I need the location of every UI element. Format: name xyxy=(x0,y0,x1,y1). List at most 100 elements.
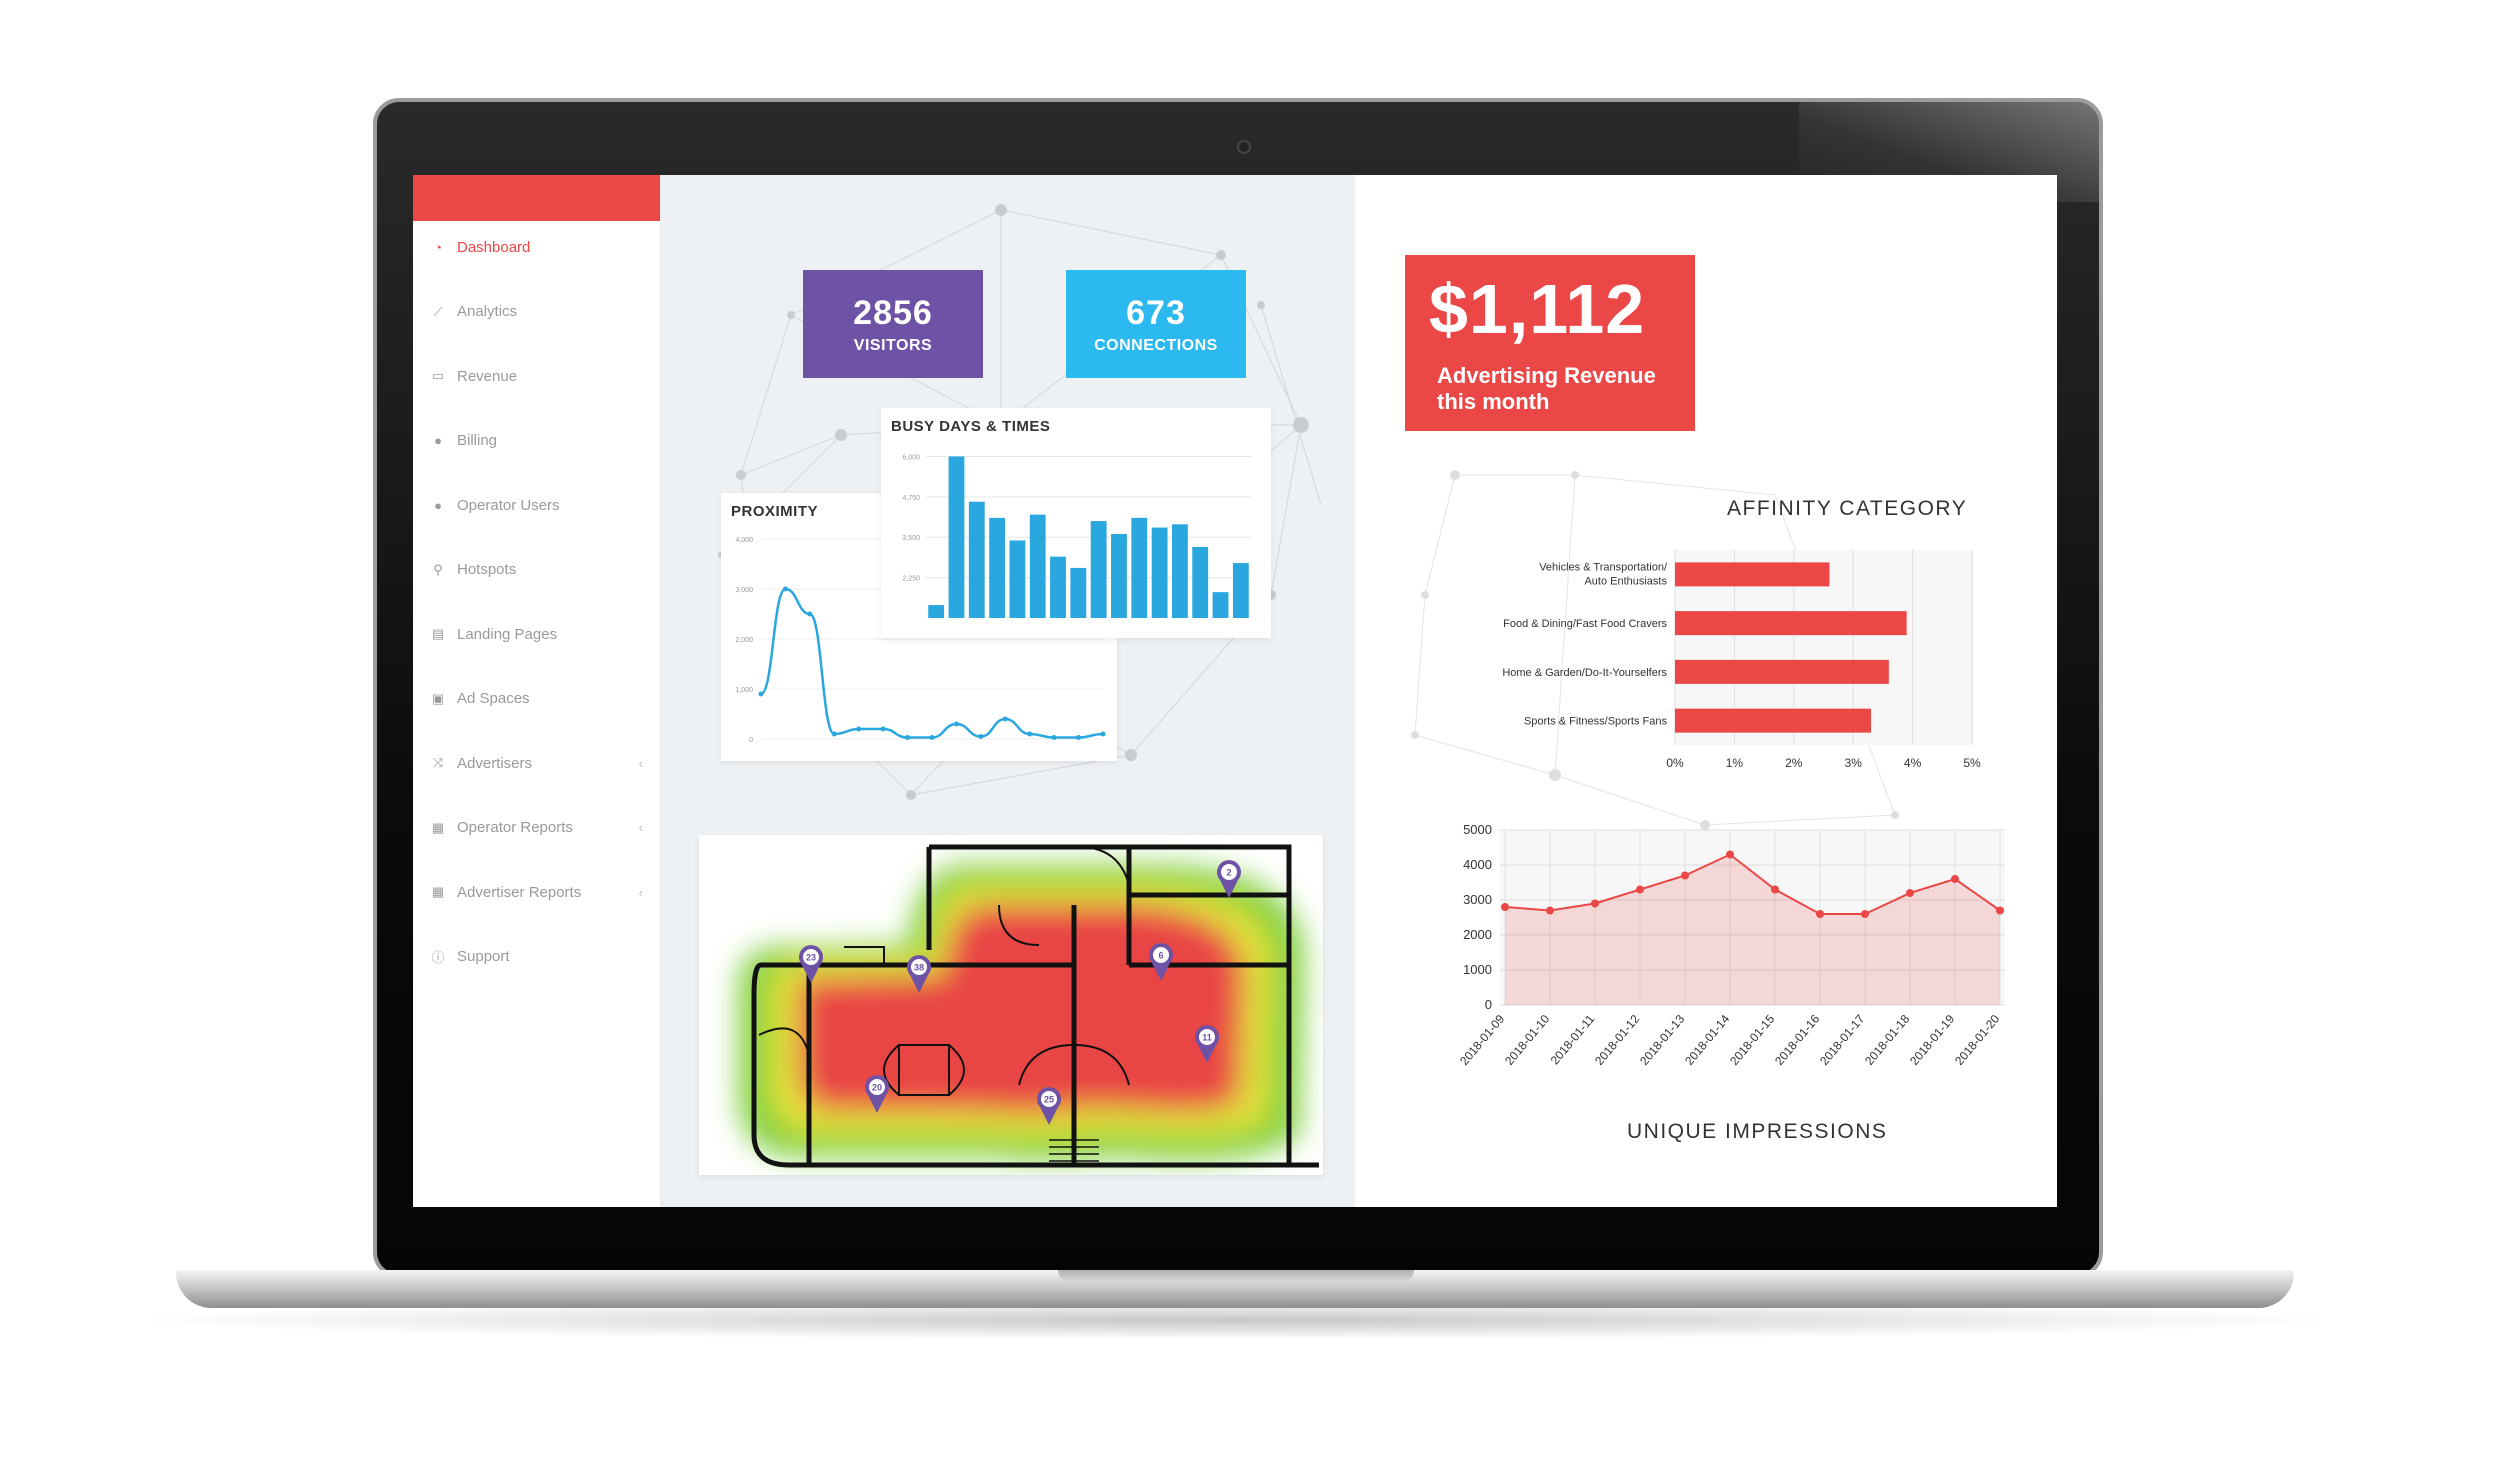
sidebar-item-operator-users[interactable]: ● Operator Users xyxy=(429,491,649,519)
heatmap-layer xyxy=(739,865,1304,1161)
sidebar-item-label: Advertiser Reports xyxy=(457,883,582,901)
category-label: Food & Dining/Fast Food Cravers xyxy=(1503,618,1667,630)
file-icon: ▤ xyxy=(431,626,445,641)
impressions-point xyxy=(1591,899,1599,908)
busy-bar xyxy=(1009,540,1026,618)
visitors-tile[interactable]: 2856 VISITORS xyxy=(803,270,983,378)
pin-label: 23 xyxy=(806,953,816,963)
sidebar-item-label: Operator Users xyxy=(457,496,560,514)
connections-label: CONNECTIONS xyxy=(1094,336,1218,354)
busy-days-title: BUSY DAYS & TIMES xyxy=(891,418,1051,435)
pin-label: 11 xyxy=(1202,1033,1212,1043)
sidebar-item-analytics[interactable]: ⟋ Analytics xyxy=(429,298,649,326)
table-icon: ▦ xyxy=(431,884,445,899)
impressions-point xyxy=(1501,903,1509,911)
x-tick-label: 2018-01-13 xyxy=(1637,1012,1687,1068)
affinity-bar xyxy=(1675,562,1830,587)
busy-bar xyxy=(1151,527,1168,618)
y-tick-label: 0 xyxy=(1485,997,1492,1012)
x-tick-label: 2018-01-10 xyxy=(1502,1012,1552,1068)
network-background-right xyxy=(1411,470,1899,830)
pin-label: 38 xyxy=(914,963,924,973)
heatmap-card: 23 38 20 25 6 11 2 xyxy=(699,835,1323,1175)
sidebar-item-operator-reports[interactable]: ▦ Operator Reports ‹ xyxy=(429,814,649,842)
sidebar-item-hotspots[interactable]: ⚲ Hotspots xyxy=(429,556,649,584)
sidebar-item-landing-pages[interactable]: ▤ Landing Pages xyxy=(429,620,649,648)
map-pin-icon: ⚲ xyxy=(433,561,443,577)
proximity-point xyxy=(1002,716,1008,722)
sidebar-item-advertisers[interactable]: ⤨ Advertisers ‹ xyxy=(429,749,649,777)
pin-label: 20 xyxy=(872,1083,882,1093)
proximity-title: PROXIMITY xyxy=(731,503,819,520)
affinity-bar xyxy=(1675,659,1889,684)
money-icon: ▭ xyxy=(431,368,445,383)
x-tick-label: 2018-01-16 xyxy=(1772,1012,1822,1068)
impressions-point xyxy=(1546,906,1554,915)
sidebar-item-dashboard[interactable]: ◔ Dashboard xyxy=(429,233,649,261)
busy-bar xyxy=(948,456,965,618)
map-pin-icon: 25 xyxy=(1037,1087,1061,1125)
impressions-point xyxy=(1861,910,1869,918)
x-tick-label: 2018-01-09 xyxy=(1457,1012,1507,1068)
pin-label: 2 xyxy=(1226,868,1231,878)
busy-bar xyxy=(968,501,985,618)
pin-label: 6 xyxy=(1158,951,1163,961)
busy-bar xyxy=(1050,556,1066,618)
webcam-icon xyxy=(1237,140,1251,154)
sidebar-item-label: Dashboard xyxy=(457,238,531,256)
sidebar-item-label: Landing Pages xyxy=(457,625,558,643)
busy-days-chart: 6,000 4,750 3,500 2,250 xyxy=(902,454,1251,618)
impressions-area xyxy=(1505,854,2000,1005)
busy-bar xyxy=(1212,592,1229,618)
x-tick-label: 2018-01-15 xyxy=(1727,1012,1777,1068)
map-pin-icon: 38 xyxy=(907,955,931,993)
revenue-description: Advertising Revenue this month xyxy=(1437,363,1656,414)
sidebar-item-label: Hotspots xyxy=(457,561,517,578)
laptop-base xyxy=(176,1270,2294,1308)
y-tick-label: 3,000 xyxy=(735,587,753,594)
sidebar-item-advertiser-reports[interactable]: ▦ Advertiser Reports ‹ xyxy=(429,878,649,906)
pin-center xyxy=(911,959,927,975)
y-tick-label: 1,000 xyxy=(735,687,753,694)
connections-tile[interactable]: 673 CONNECTIONS xyxy=(1066,270,1246,378)
sidebar-item-billing[interactable]: ● Billing xyxy=(429,427,649,455)
sidebar-header xyxy=(413,175,660,221)
sidebar-item-support[interactable]: ⓘ Support xyxy=(429,943,649,971)
x-tick-label: 2% xyxy=(1785,756,1803,770)
busy-bar xyxy=(1232,563,1249,618)
x-tick-label: 2018-01-20 xyxy=(1952,1012,2002,1068)
advertising-revenue-tile[interactable]: $1,112 Advertising Revenue this month xyxy=(1405,255,1695,431)
x-tick-label: 2018-01-12 xyxy=(1592,1012,1642,1068)
sidebar: ◔ Dashboard ⟋ Analytics ▭ Revenue ● Billing ● Ope… xyxy=(413,175,661,1207)
y-tick-label: 6,000 xyxy=(902,454,920,461)
pin-center xyxy=(1041,1091,1057,1107)
visitors-label: VISITORS xyxy=(853,336,933,354)
map-pin-icon: 23 xyxy=(799,945,823,983)
category-label: Auto Enthusiasts xyxy=(1584,575,1667,587)
proximity-point xyxy=(807,611,813,617)
impressions-point xyxy=(1726,850,1734,859)
revenue-amount: $1,112 xyxy=(1429,270,1646,348)
sidebar-item-revenue[interactable]: ▭ Revenue xyxy=(429,362,649,390)
sidebar-item-label: Analytics xyxy=(457,303,518,320)
y-tick-label: 0 xyxy=(749,737,753,744)
busy-bar xyxy=(1090,521,1107,618)
pin-center xyxy=(1199,1029,1215,1045)
proximity-chart: 4,000 3,000 2,000 1,000 0 xyxy=(735,537,1106,744)
busy-bar xyxy=(1192,546,1209,618)
busy-bar xyxy=(1029,514,1046,618)
table-icon: ▦ xyxy=(431,819,445,835)
sidebar-item-ad-spaces[interactable]: ▣ Ad Spaces xyxy=(429,685,649,713)
info-icon: ⓘ xyxy=(431,950,445,965)
x-tick-label: 3% xyxy=(1845,756,1863,770)
impressions-point xyxy=(1816,910,1824,918)
y-tick-label: 4,000 xyxy=(735,537,753,544)
pin-center xyxy=(1153,947,1169,963)
x-tick-label: 2018-01-14 xyxy=(1682,1012,1732,1068)
users-icon: ● xyxy=(434,433,442,448)
proximity-point xyxy=(758,691,764,697)
revenue-panel: $1,112 Advertising Revenue this month AF… xyxy=(1355,175,2057,1207)
dashboard-icon: ◔ xyxy=(434,239,442,255)
impressions-title: UNIQUE IMPRESSIONS xyxy=(1627,1120,1888,1143)
proximity-point xyxy=(880,726,886,732)
